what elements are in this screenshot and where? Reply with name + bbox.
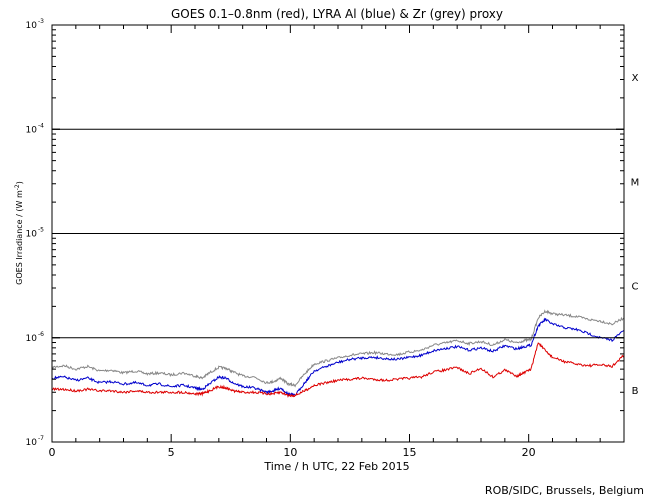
class-lines-layer [52, 128, 624, 339]
series-layer [51, 309, 625, 398]
y-axis-label-text: GOES Irradiance / (W m [15, 190, 24, 285]
y-tick-label: 10 [26, 438, 38, 448]
flare-class-X: X [632, 73, 639, 84]
y-axis-label-exp: -2 [14, 184, 21, 190]
x-tick-labels: 0 5 10 15 20 [49, 446, 536, 459]
y-tick-exponent: -7 [38, 435, 44, 442]
chart-title: GOES 0.1–0.8nm (red), LYRA Al (blue) & Z… [171, 7, 503, 21]
ticks-layer [51, 24, 625, 443]
x-tick-label: 10 [283, 446, 297, 459]
y-tick-label: 10 [26, 21, 38, 31]
flare-class-C: C [632, 282, 639, 293]
y-tick-exponent: -5 [38, 227, 44, 234]
series-line-0 [51, 309, 625, 388]
flare-class-B: B [632, 386, 639, 397]
y-tick-label: 10 [26, 125, 38, 135]
x-tick-label: 0 [49, 446, 56, 459]
flare-class-M: M [631, 177, 640, 188]
credit-text: ROB/SIDC, Brussels, Belgium [485, 484, 644, 497]
y-tick-label: 10 [26, 334, 38, 344]
series-line-2 [51, 342, 625, 398]
y-tick-exponent: -6 [38, 331, 44, 338]
y-tick-exponent: -4 [38, 122, 44, 129]
y-tick-label: 10 [26, 230, 38, 240]
x-axis-label: Time / h UTC, 22 Feb 2015 [263, 460, 409, 473]
y-tick-labels: 10-710-610-510-410-3 [26, 18, 45, 448]
y-tick-exponent: -3 [38, 18, 44, 25]
series-line-1 [51, 317, 625, 397]
y-axis-label-close: ) [15, 181, 24, 184]
x-tick-label: 20 [522, 446, 536, 459]
y-axis-label: GOES Irradiance / (W m-2) [14, 181, 24, 285]
x-tick-label: 15 [403, 446, 417, 459]
flare-class-labels: B C M X [631, 73, 640, 397]
x-tick-label: 5 [168, 446, 175, 459]
